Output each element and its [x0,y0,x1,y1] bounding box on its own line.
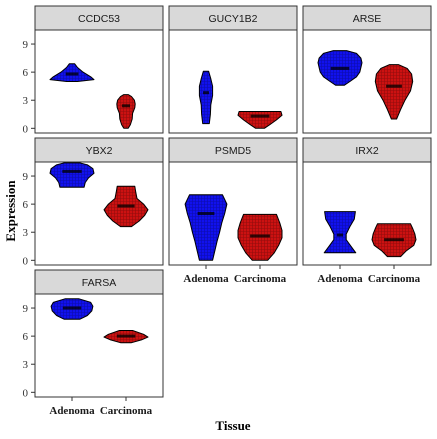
violin-median [197,212,215,215]
y-tick-label: 6 [23,331,29,343]
x-tick-label: Adenoma [317,273,363,285]
violin-texture [238,111,282,129]
plot-area [34,29,164,134]
facet-panel: PSMD5 Adenoma Carcinoma [168,137,298,285]
violin-texture [185,194,227,261]
facet-panel: ARSE [302,5,432,134]
facet-strip-label: CCDC53 [78,13,120,25]
x-tick-label: Carcinoma [100,405,153,417]
y-tick-label: 3 [23,359,29,371]
violin-median [250,114,270,118]
facet-strip-label: IRX2 [355,145,379,157]
violin-median [117,204,135,208]
x-tick-label: Carcinoma [368,273,421,285]
facet-strip [302,5,432,31]
y-tick-label: 3 [23,95,29,107]
violin-median [330,66,350,70]
y-tick-label: 3 [23,227,29,239]
violin-median [62,306,82,310]
y-tick-label: 6 [23,199,29,211]
violin-texture [50,162,94,188]
y-tick-label: 9 [23,39,29,51]
y-axis-title: Expression [3,180,18,242]
y-tick-label: 0 [23,123,29,135]
violin-median [337,233,343,237]
facet-strip [34,137,164,163]
facet-strip [168,137,298,163]
facet-strip [168,5,298,31]
panels-layer: CCDC53 0 3 6 9 GUCY1B2 ARSE YBX2 0 3 6 9 PSMD5 Adenom… [23,5,432,417]
violin-median [65,72,79,76]
violin-median [203,91,209,95]
violin-texture [324,211,356,253]
violin-median [386,84,402,88]
violin-texture [199,71,213,124]
facet-strip [302,137,432,163]
x-axis-title: Tissue [215,418,250,433]
violin-median [62,169,82,173]
y-tick-label: 9 [23,171,29,183]
facet-strip-label: YBX2 [86,145,113,157]
violin-median [250,234,270,238]
facet-strip-label: GUCY1B2 [208,13,257,25]
y-tick-label: 9 [23,303,29,315]
facet-strip-label: ARSE [353,13,382,25]
violin-median [384,238,404,242]
facet-strip [34,269,164,295]
violin-texture [116,94,136,129]
facet-strip [34,5,164,31]
facet-strip-label: PSMD5 [215,145,251,157]
facet-panel: IRX2 Adenoma Carcinoma [302,137,432,285]
facet-panel: CCDC53 0 3 6 9 [23,5,164,135]
facet-panel: FARSA 0 3 6 9 Adenoma Carcinoma [23,269,164,417]
y-tick-label: 6 [23,67,29,79]
x-tick-label: Adenoma [183,273,229,285]
plot-area [302,161,432,266]
violin-texture [375,64,413,119]
y-tick-label: 0 [23,387,29,399]
y-tick-label: 0 [23,255,29,267]
facet-panel: GUCY1B2 [168,5,298,134]
violin-median [116,334,136,338]
x-tick-label: Adenoma [49,405,95,417]
facet-panel: YBX2 0 3 6 9 [23,137,164,267]
x-tick-label: Carcinoma [234,273,287,285]
facet-strip-label: FARSA [82,277,116,289]
violin-median [121,104,130,108]
